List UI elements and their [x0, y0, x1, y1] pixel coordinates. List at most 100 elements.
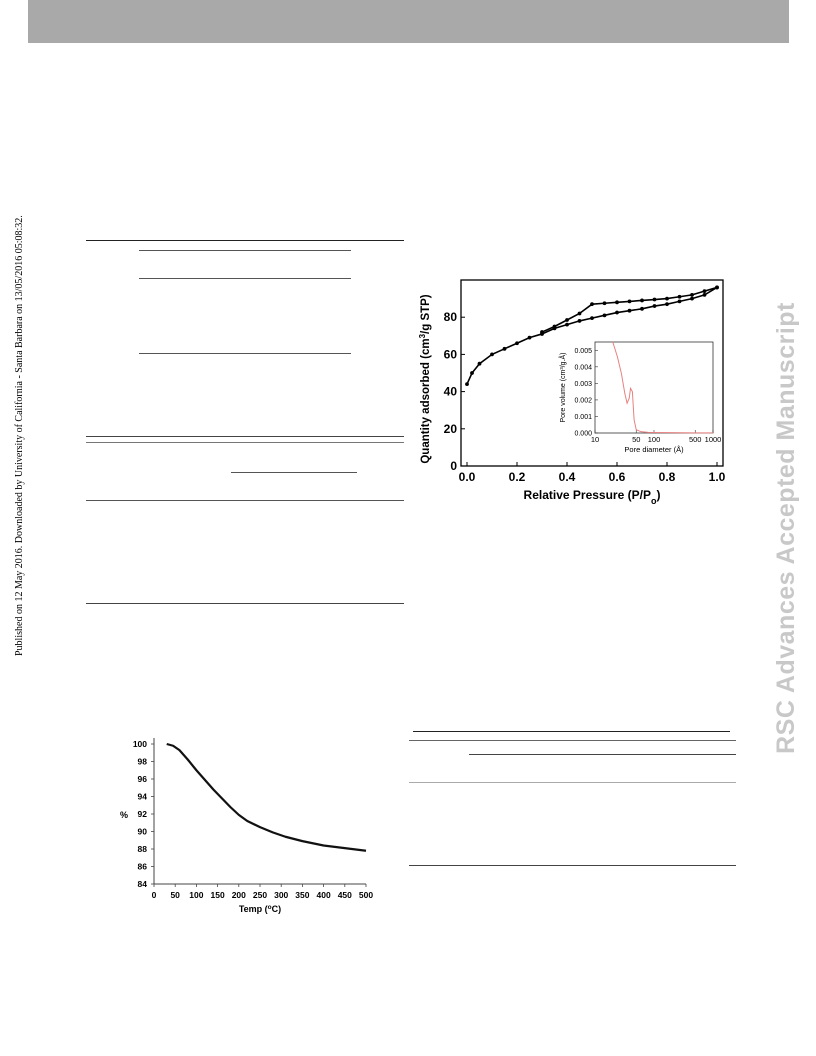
y-tick-label: 0 — [450, 459, 457, 473]
x-tick-label: 0.8 — [659, 470, 676, 484]
x-tick-label: 450 — [338, 890, 352, 900]
y-axis-label: % — [120, 810, 128, 820]
isotherm-point — [577, 319, 582, 323]
isotherm-point — [677, 299, 682, 304]
isotherm-point — [490, 352, 494, 357]
isotherm-point — [640, 306, 644, 311]
table-rule — [86, 500, 404, 501]
y-tick-label: 90 — [138, 827, 148, 837]
x-tick-label: 250 — [253, 890, 267, 900]
table-rule — [413, 731, 730, 732]
isotherm-point — [627, 299, 632, 304]
plot-frame — [460, 279, 724, 467]
publication-side-note: Published on 12 May 2016. Downloaded by … — [4, 186, 25, 656]
table-rule — [86, 442, 404, 443]
y-tick-label: 86 — [138, 862, 148, 872]
inset-x-tick-label: 10 — [591, 435, 599, 444]
x-tick-label: 0.6 — [609, 470, 626, 484]
y-tick-label: 100 — [133, 739, 147, 749]
isotherm-line-adsorption — [466, 286, 718, 385]
accepted-manuscript-watermark: RSC Advances Accepted Manuscript — [772, 258, 802, 798]
x-tick-label: 50 — [170, 890, 180, 900]
journal-header-bar — [28, 0, 789, 43]
table-rule — [409, 865, 736, 866]
isotherm-point — [690, 296, 694, 301]
table-rule — [469, 754, 736, 755]
isotherm-point — [590, 302, 594, 307]
isotherm-point — [465, 382, 469, 387]
x-tick-label: 100 — [189, 890, 203, 900]
isotherm-point — [565, 318, 569, 322]
x-tick-label: 400 — [317, 890, 331, 900]
isotherm-point — [602, 313, 607, 318]
isotherm-point — [552, 324, 557, 329]
table-rule — [86, 603, 404, 604]
isotherm-point — [665, 296, 669, 301]
isotherm-point — [702, 292, 707, 297]
y-tick-label: 92 — [138, 809, 148, 819]
isotherm-point — [515, 341, 519, 346]
x-tick-label: 0.0 — [459, 470, 476, 484]
isotherm-point — [715, 285, 719, 290]
y-tick-label: 20 — [444, 422, 458, 436]
watermark-text: RSC Advances Accepted Manuscript — [772, 302, 800, 754]
table-rule — [86, 436, 404, 437]
isotherm-point — [577, 311, 582, 316]
isotherm-point — [602, 301, 607, 306]
publication-side-note-text: Published on 12 May 2016. Downloaded by … — [14, 215, 25, 656]
table-rule — [139, 250, 351, 251]
x-tick-label: 350 — [295, 890, 309, 900]
y-tick-label: 40 — [444, 385, 458, 399]
inset-x-tick-label: 50 — [632, 435, 640, 444]
isotherm-point — [652, 304, 657, 308]
y-tick-label: 98 — [138, 757, 148, 767]
table-rule — [139, 353, 351, 354]
inset-x-tick-label: 500 — [689, 435, 702, 444]
isotherm-point — [665, 302, 669, 307]
inset-pore-distribution-line — [612, 341, 713, 434]
isotherm-point — [470, 371, 474, 375]
y-tick-label: 88 — [138, 844, 148, 854]
isotherm-point — [565, 322, 569, 327]
x-tick-label: 150 — [211, 890, 225, 900]
x-tick-label: 0 — [152, 890, 157, 900]
inset-y-tick-label: 0.005 — [574, 348, 592, 355]
tga-figure: 0 50 100 150 200 250 300 350 400 450 500 84 86 88 90 92… — [110, 730, 380, 925]
isotherm-point — [615, 300, 619, 305]
isotherm-point — [590, 316, 594, 321]
isotherm-point — [627, 308, 632, 313]
x-tick-label: 1.0 — [709, 470, 726, 484]
x-axis-label: Relative Pressure (P/Po) — [524, 488, 661, 506]
inset-frame — [594, 341, 714, 434]
inset-y-axis-label: Pore volume (cm³/g.Å) — [558, 352, 567, 422]
x-tick-label: 200 — [232, 890, 246, 900]
isotherm-point — [502, 346, 507, 351]
y-tick-label: 96 — [138, 774, 148, 784]
x-axis-label: Temp (oC) — [239, 904, 281, 915]
y-axis-label: Quantity adsorbed (cm3/g STP) — [418, 294, 433, 463]
isotherm-point — [702, 289, 707, 294]
isotherm-chart: 0.0 0.2 0.4 0.6 0.8 1.0 0 20 40 60 80 Relative Pres… — [418, 279, 726, 506]
isotherm-point — [690, 292, 694, 297]
x-tick-label: 0.2 — [509, 470, 526, 484]
x-tick-label: 500 — [359, 890, 373, 900]
inset-x-tick-label: 100 — [648, 435, 661, 444]
tga-weight-curve — [166, 742, 367, 852]
isotherm-point — [540, 330, 544, 334]
isotherm-point — [677, 294, 682, 299]
inset-y-tick-label: 0.000 — [574, 431, 592, 438]
x-tick-label: 300 — [274, 890, 288, 900]
x-tick-label: 0.4 — [559, 470, 576, 484]
isotherm-point — [652, 297, 657, 302]
y-tick-label: 94 — [138, 792, 148, 802]
inset-y-tick-label: 0.001 — [574, 414, 592, 421]
inset-y-tick-label: 0.002 — [574, 397, 592, 404]
y-tick-label: 84 — [138, 879, 148, 889]
isotherm-point — [640, 298, 644, 303]
inset-x-axis-label: Pore diameter (Å) — [624, 445, 684, 454]
isotherm-point — [527, 335, 532, 340]
table-rule — [231, 472, 357, 473]
isotherm-point — [477, 361, 482, 366]
isotherm-figure: 0.0 0.2 0.4 0.6 0.8 1.0 0 20 40 60 80 Relative Pres… — [415, 270, 735, 510]
inset-y-tick-label: 0.003 — [574, 381, 592, 388]
